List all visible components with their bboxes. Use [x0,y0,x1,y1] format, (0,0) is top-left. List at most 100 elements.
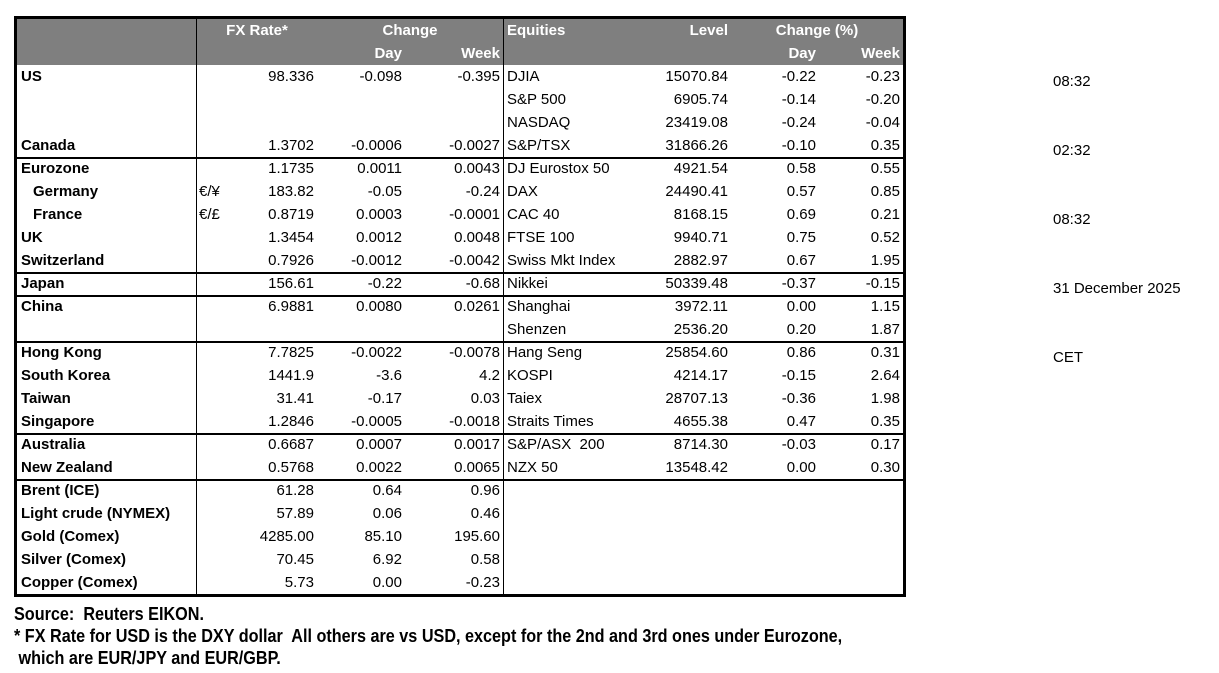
equity-label-cell: FTSE 100 [507,229,575,246]
equity-level-cell [631,548,731,571]
equity-day-change-cell: 0.75 [786,229,816,246]
equity-week-change-cell: 0.17 [870,436,900,453]
fx-pair-cell [197,481,233,502]
fx-week-change-cell: -0.0027 [405,134,504,157]
header-spacer [233,42,317,65]
equity-level-cell: 23419.08 [665,114,728,131]
equity-level-cell: 8714.30 [673,436,728,453]
fx-change-header: Change [317,19,504,42]
fx-day-change-cell: 0.0012 [356,229,402,246]
header-row-2: Day Week Day Week [17,42,903,65]
fx-rate-cell: 70.45 [276,551,314,568]
fx-label-cell: Japan [17,274,197,295]
equity-day-change-cell: -0.37 [781,275,816,292]
fx-week-change-cell [405,88,504,111]
fx-week-change-cell: -0.0078 [405,343,504,364]
equity-label-cell [504,571,631,594]
fx-day-change-cell: -0.0022 [351,344,402,361]
table-row: Hong Kong 7.7825 -0.0022 -0.0078 Hang Se… [17,341,903,364]
fx-week-change-cell: -0.68 [405,274,504,295]
equity-level-cell: 15070.84 [665,68,728,85]
equity-day-change-cell: 0.00 [786,459,816,476]
fx-pair-cell [197,387,233,410]
fx-week-change-cell: 0.46 [405,502,504,525]
equity-week-change-cell [819,481,903,502]
fx-week-change-cell: -0.24 [405,180,504,203]
fx-day-change-cell: 0.0011 [357,160,402,177]
fx-week-header: Week [405,42,504,65]
fx-week-change-cell [405,318,504,341]
fx-day-change-cell: 0.0022 [356,459,402,476]
equity-label-cell: DAX [507,183,538,200]
equity-day-change-cell: 0.47 [786,413,816,430]
equity-day-change-cell: 0.69 [786,206,816,223]
table-header: FX Rate* Change Equities Level Change (%… [17,19,903,65]
fx-pair-cell [197,88,233,111]
equity-level-cell: 4921.54 [673,160,728,177]
equity-day-header: Day [788,45,816,62]
fx-pair-cell [197,410,233,433]
fx-label-cell [17,88,197,111]
equity-day-change-cell [731,481,819,502]
header-spacer [197,42,233,65]
timezone-label: CET [1053,349,1083,366]
fx-label-cell: Germany [17,180,197,203]
equity-week-change-cell: 0.35 [870,413,900,430]
fx-label-cell [17,111,197,134]
equity-label-cell: DJ Eurostox 50 [507,160,610,177]
fx-label-cell: China [17,297,197,318]
equity-week-change-cell: -0.15 [865,275,900,292]
fx-day-change-cell [317,111,405,134]
equity-label-cell: S&P/ASX 200 [507,436,605,453]
fx-timestamp: 08:32 [1053,73,1091,90]
fx-rate-cell: 183.82 [268,183,314,200]
fx-rate-cell: 7.7825 [268,344,314,361]
fx-day-change-cell [317,88,405,111]
equity-label-cell: Swiss Mkt Index [507,252,616,269]
level-header: Level [689,22,728,39]
equity-level-cell: 31866.26 [665,137,728,154]
equity-level-cell: 3972.11 [674,298,728,315]
fx-label-cell: South Korea [17,364,197,387]
equity-label-cell [504,502,631,525]
equity-week-change-cell: 0.35 [870,137,900,154]
fx-week-change-cell: 0.0261 [405,297,504,318]
fx-pair-cell: €/£ [199,206,220,223]
equity-day-change-cell: -0.14 [781,91,816,108]
fx-rate-cell [233,111,317,134]
equity-day-change-cell [731,571,819,594]
table-row: South Korea 1441.9 -3.6 4.2 KOSPI 4214.1… [17,364,903,387]
fx-pair-cell [197,318,233,341]
asia-timestamp: 02:32 [1053,142,1091,159]
equity-level-cell: 13548.42 [665,459,728,476]
fx-day-change-cell: -0.05 [367,183,402,200]
equity-level-cell: 9940.71 [673,229,728,246]
equity-level-cell: 50339.48 [665,275,728,292]
fx-day-change-cell: 0.06 [372,505,402,522]
fx-rate-cell: 61.28 [276,482,314,499]
table-row: Shenzen 2536.20 0.20 1.87 [17,318,903,341]
table-row: Switzerland 0.7926 -0.0012 -0.0042 Swiss… [17,249,903,272]
equity-label-cell: Hang Seng [507,344,583,361]
equity-level-cell [631,571,731,594]
equity-week-change-cell: 1.15 [870,298,900,315]
fx-label-cell: UK [17,226,197,249]
equity-label-cell: Shanghai [507,298,571,315]
fx-rate-cell [233,88,317,111]
equity-day-change-cell: 0.00 [786,298,816,315]
equity-level-cell [631,481,731,502]
fx-pair-cell [197,571,233,594]
equity-level-cell: 25854.60 [665,344,728,361]
table-row: Eurozone 1.1735 0.0011 0.0043 DJ Eurosto… [17,157,903,180]
equity-level-cell: 2536.20 [673,321,728,338]
equity-day-change-cell [731,502,819,525]
equity-label-cell: Taiex [507,390,543,407]
equity-label-cell: NZX 50 [507,459,558,476]
fx-rate-cell: 0.5768 [268,459,314,476]
equity-week-change-cell: -0.23 [865,68,900,85]
fx-week-change-cell: 4.2 [405,364,504,387]
table-body: US 98.336 -0.098 -0.395 DJIA 15070.84 -0… [17,65,903,594]
market-table: FX Rate* Change Equities Level Change (%… [14,16,906,597]
table-row: Canada 1.3702 -0.0006 -0.0027 S&P/TSX 31… [17,134,903,157]
fx-pair-cell [197,111,233,134]
